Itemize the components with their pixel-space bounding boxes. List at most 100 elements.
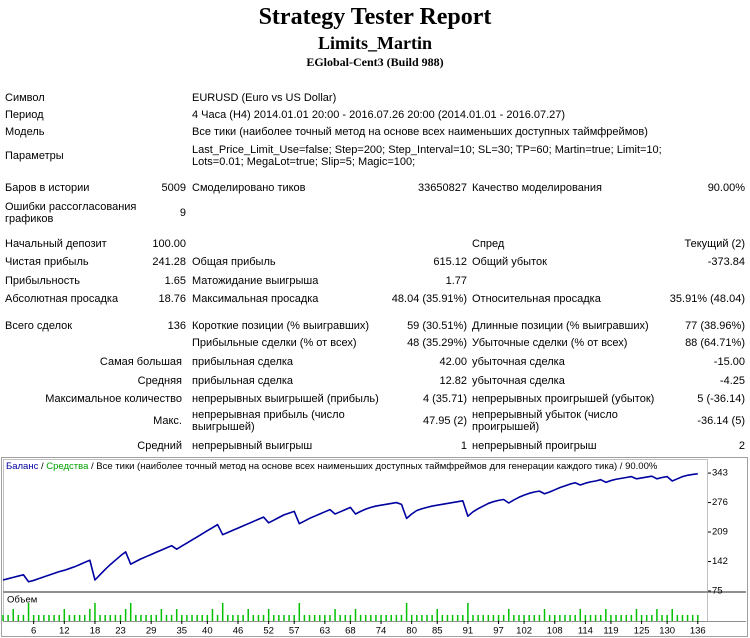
- volume-bar: [477, 615, 479, 621]
- volume-bar: [2, 615, 4, 621]
- label: Модель: [5, 125, 45, 138]
- label: Прибыльность: [5, 274, 80, 287]
- volume-bar: [354, 609, 357, 621]
- label: Начальный депозит: [5, 237, 107, 250]
- x-tick-label: 130: [659, 626, 675, 637]
- label: Чистая прибыль: [5, 255, 89, 268]
- x-tick-label: 12: [59, 626, 70, 637]
- volume-bar: [528, 615, 530, 621]
- volume-bar: [175, 609, 178, 621]
- x-tick-label: 35: [177, 626, 188, 637]
- volume-bar: [313, 615, 316, 621]
- volume-bar: [155, 615, 158, 621]
- label: прибыльная сделка: [192, 355, 294, 368]
- volume-bar: [467, 603, 469, 621]
- volume-bar: [288, 615, 290, 621]
- volume-bar: [666, 615, 668, 621]
- volume-bar: [620, 615, 622, 621]
- volume-bar: [22, 615, 25, 621]
- volume-bar: [487, 615, 490, 621]
- volume-bar: [594, 615, 597, 621]
- label: Короткие позиции (% выигравших): [192, 319, 370, 332]
- label: непрерывный проигрыш: [472, 439, 597, 452]
- volume-bar: [416, 615, 418, 621]
- volume-bar: [12, 609, 14, 621]
- row: Прибыльные сделки (% от всех) 48 (35.29%)…: [0, 334, 750, 351]
- volume-bar: [109, 615, 112, 621]
- volume-bar: [645, 615, 648, 621]
- volume-bar: [237, 615, 239, 621]
- server-name: EGlobal-Cent3 (Build 988): [306, 55, 444, 69]
- volume-bar: [548, 615, 551, 621]
- x-tick-label: 97: [493, 626, 504, 637]
- volume-bar: [574, 615, 576, 621]
- volume-bar: [278, 615, 280, 621]
- label: Общий убыток: [472, 255, 547, 268]
- volume-bar: [196, 615, 198, 621]
- label: Баров в истории: [5, 181, 90, 194]
- label: Период: [5, 108, 44, 121]
- value: 5009: [161, 181, 186, 194]
- legend-entry: Баланс: [6, 461, 39, 472]
- label: Символ: [5, 91, 45, 104]
- volume-bar: [610, 615, 612, 621]
- x-tick-label: 74: [376, 626, 387, 637]
- volume-bar: [94, 603, 96, 621]
- label: непрерывных проигрышей (убыток): [472, 392, 655, 405]
- row: Чистая прибыль 241.28 Общая прибыль 615.12 О…: [0, 253, 750, 270]
- value: 88 (64.71%): [685, 336, 745, 349]
- volume-bar: [32, 615, 35, 621]
- report-title: Strategy Tester Report: [258, 4, 492, 30]
- volume-bar: [426, 615, 428, 621]
- volume-bar: [359, 615, 362, 621]
- balance-line: [2, 473, 698, 583]
- x-tick-label: 102: [516, 626, 532, 637]
- volume-bar: [344, 615, 347, 621]
- value: 100.00: [152, 237, 186, 250]
- volume-bar: [697, 615, 699, 621]
- volume-bar: [446, 615, 449, 621]
- volume-bar: [456, 615, 459, 621]
- volume-bar: [135, 615, 137, 621]
- label: Самая большая: [99, 355, 182, 368]
- volume-bar: [686, 615, 689, 621]
- volume-bar: [273, 615, 275, 621]
- label: Максимальная просадка: [192, 292, 319, 305]
- row: Прибыльность 1.65 Матожидание выигрыша 1.77: [0, 272, 750, 289]
- label: непрерывных выигрышей (прибыль): [192, 392, 379, 405]
- value: 1.65: [164, 274, 186, 287]
- volume-bar: [324, 615, 326, 621]
- volume-bar: [492, 615, 495, 621]
- volume-bar: [145, 615, 147, 621]
- x-tick-label: 80: [406, 626, 417, 637]
- volume-bar: [676, 615, 679, 621]
- label: Убыточные сделки (% от всех): [472, 336, 628, 349]
- value: 9: [179, 207, 186, 219]
- volume-bar: [390, 615, 393, 621]
- label: Средний: [137, 439, 182, 452]
- volume-bar: [114, 615, 117, 621]
- x-tick-label: 125: [634, 626, 650, 637]
- x-tick-label: 57: [289, 626, 300, 637]
- volume-bar: [569, 615, 571, 621]
- volume-bar: [523, 615, 525, 621]
- volume-bar: [160, 609, 163, 621]
- value: Текущий (2): [684, 237, 746, 250]
- volume-bar: [232, 615, 234, 621]
- row: Самая большая прибыльная сделка 42.00 убыто…: [0, 353, 750, 370]
- value: 136: [167, 319, 186, 332]
- value: 2: [738, 439, 745, 452]
- volume-bar: [43, 615, 45, 621]
- row: Период 4 Часа (H4) 2014.01.01 20:00 - 201…: [0, 106, 750, 123]
- label: Матожидание выигрыша: [192, 274, 319, 287]
- volume-bar: [262, 615, 265, 621]
- volume-bar: [38, 615, 40, 621]
- volume-label: Объем: [7, 595, 37, 606]
- value: 615.12: [433, 255, 467, 268]
- volume-bar: [308, 615, 311, 621]
- volume-bar: [73, 615, 76, 621]
- volume-bar: [431, 615, 433, 621]
- volume-bar: [201, 615, 203, 621]
- legend-separator: /: [38, 461, 46, 472]
- volume-bar: [691, 615, 694, 621]
